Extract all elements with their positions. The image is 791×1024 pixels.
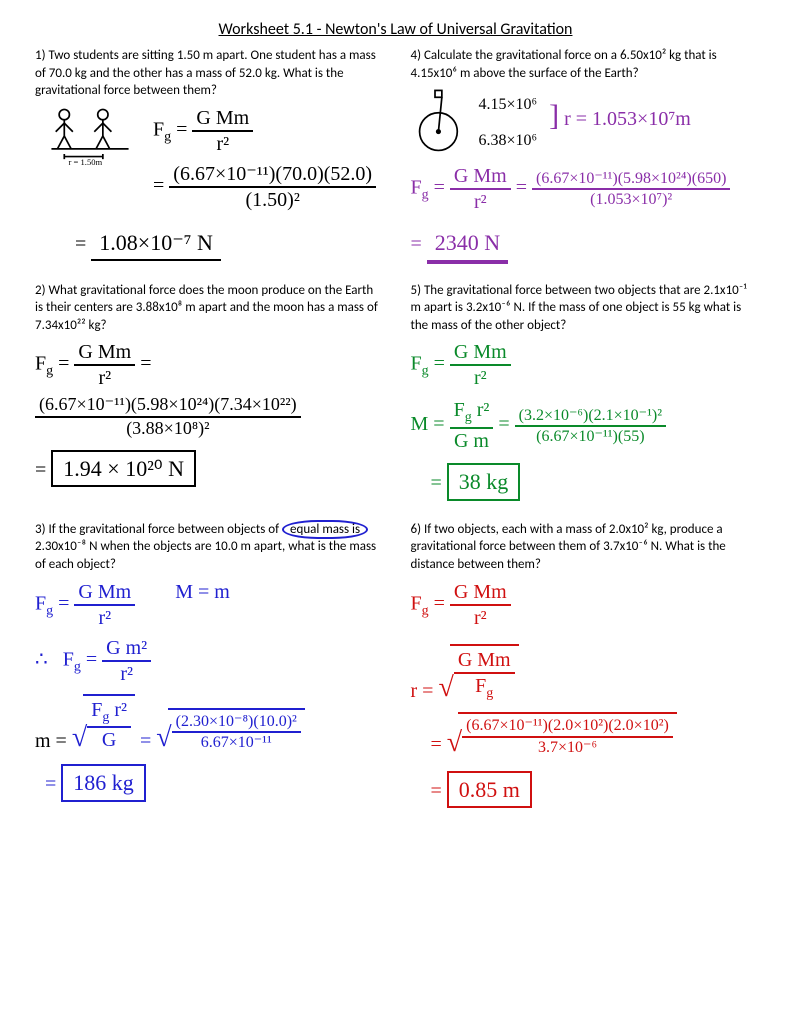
q3-numerator: (2.30×10⁻⁸)(10.0)² — [172, 712, 301, 733]
stick-figure-diagram: r = 1.50m — [35, 106, 145, 166]
circled-text: equal mass is — [282, 520, 368, 539]
problem-3: 3) If the gravitational force between ob… — [35, 521, 381, 809]
q5-answer: 38 kg — [447, 463, 521, 501]
q3-denominator: 6.67×10⁻¹¹ — [172, 733, 301, 752]
q4-text: 4) Calculate the gravitational force on … — [411, 47, 757, 82]
q1-numerator: (6.67×10⁻¹¹)(70.0)(52.0) — [169, 162, 376, 188]
q4-denominator: (1.053×10⁷)² — [532, 190, 730, 209]
q4-altitude: 4.15×10⁶ — [479, 94, 538, 116]
q4-answer: 2340 N — [427, 228, 508, 262]
q2-numerator: (6.67×10⁻¹¹)(5.98×10²⁴)(7.34×10²²) — [35, 394, 301, 418]
svg-text:r = 1.50m: r = 1.50m — [69, 157, 103, 166]
q5-text: 5) The gravitational force between two o… — [411, 282, 757, 335]
q6-denominator: 3.7×10⁻⁶ — [462, 738, 673, 757]
problem-2: 2) What gravitational force does the moo… — [35, 282, 381, 501]
q5-numerator: (3.2×10⁻⁶)(2.1×10⁻¹)² — [515, 406, 666, 427]
q3-answer: 186 kg — [61, 764, 146, 802]
q5-denominator: (6.67×10⁻¹¹)(55) — [515, 427, 666, 446]
q2-text: 2) What gravitational force does the moo… — [35, 282, 381, 335]
q3-M-eq-m: M = m — [175, 580, 230, 604]
q2-answer: 1.94 × 10²⁰ N — [51, 450, 196, 488]
q4-r-total: r = 1.053×10⁷m — [564, 108, 691, 130]
q1-text: 1) Two students are sitting 1.50 m apart… — [35, 47, 381, 100]
problem-1: 1) Two students are sitting 1.50 m apart… — [35, 47, 381, 262]
q3-text: 3) If the gravitational force between ob… — [35, 521, 381, 574]
problem-6: 6) If two objects, each with a mass of 2… — [411, 521, 757, 809]
q4-numerator: (6.67×10⁻¹¹)(5.98×10²⁴)(650) — [532, 169, 730, 190]
problem-grid: 1) Two students are sitting 1.50 m apart… — [35, 47, 756, 808]
q6-text: 6) If two objects, each with a mass of 2… — [411, 521, 757, 574]
q2-denominator: (3.88×10⁸)² — [35, 418, 301, 440]
q6-numerator: (6.67×10⁻¹¹)(2.0×10²)(2.0×10²) — [462, 716, 673, 737]
earth-diagram — [411, 88, 471, 158]
q4-radius: 6.38×10⁶ — [479, 130, 538, 152]
q1-denominator: (1.50)² — [169, 188, 376, 212]
problem-5: 5) The gravitational force between two o… — [411, 282, 757, 501]
q1-answer: 1.08×10⁻⁷ N — [91, 228, 221, 262]
q6-answer: 0.85 m — [447, 771, 532, 809]
worksheet-title: Worksheet 5.1 - Newton's Law of Universa… — [35, 20, 756, 39]
problem-4: 4) Calculate the gravitational force on … — [411, 47, 757, 262]
